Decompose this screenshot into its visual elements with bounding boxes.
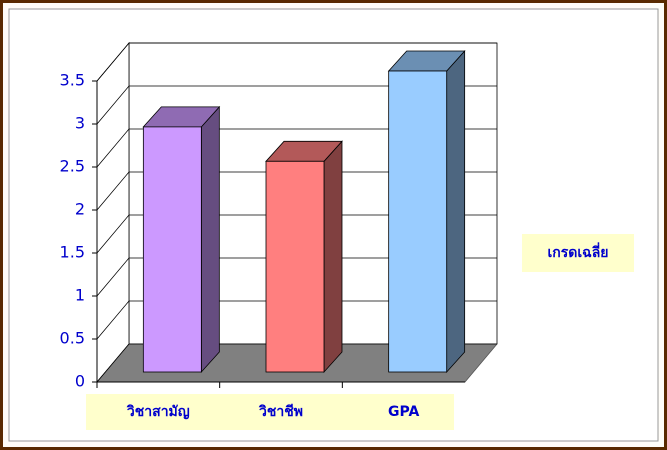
grid-line	[96, 42, 497, 82]
y-tick-label: 1	[75, 286, 85, 305]
side-wall	[96, 41, 130, 384]
category-label-bg	[86, 394, 454, 430]
grid-line	[96, 257, 497, 297]
y-tick-label: 0	[75, 372, 85, 391]
grid-line	[96, 85, 497, 125]
y-tick-label: 0.5	[60, 329, 85, 348]
y-tick-label: 2	[75, 200, 85, 219]
y-tick-label: 2.5	[60, 157, 85, 176]
x-tick-label: GPA	[388, 404, 419, 420]
grid-line	[96, 343, 497, 383]
y-tick-label: 3.5	[60, 71, 85, 90]
y-tick-label: 1.5	[60, 243, 85, 262]
bar-side	[323, 140, 343, 374]
y-tick-label: 3	[75, 114, 85, 133]
legend	[522, 234, 634, 272]
grid-line	[96, 214, 497, 254]
legend-label: เกรดเฉลี่ย	[548, 242, 609, 261]
grid-line	[96, 171, 497, 211]
grid-line	[96, 128, 497, 168]
grid-line	[96, 300, 497, 340]
bar	[265, 160, 325, 373]
bar	[142, 126, 202, 373]
bar-side	[446, 49, 466, 374]
bar	[388, 70, 448, 373]
bar-side	[200, 105, 220, 374]
x-tick-label: วิชาชีพ	[258, 404, 303, 420]
x-tick-label: วิชาสามัญ	[126, 404, 190, 420]
